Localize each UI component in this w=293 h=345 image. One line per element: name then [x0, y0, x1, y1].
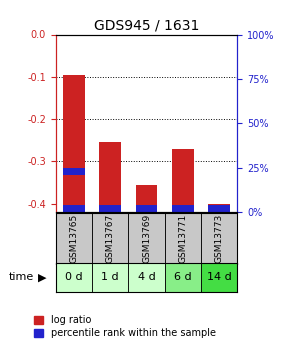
Bar — [63, 205, 85, 212]
Text: 6 d: 6 d — [174, 273, 192, 282]
Bar — [56, 263, 92, 292]
Text: 1 d: 1 d — [101, 273, 119, 282]
Text: GSM13771: GSM13771 — [178, 214, 187, 263]
Bar — [172, 209, 194, 216]
Bar — [208, 210, 230, 218]
Text: GSM13769: GSM13769 — [142, 214, 151, 263]
Bar — [165, 263, 201, 292]
Text: GSM13773: GSM13773 — [215, 214, 224, 263]
Bar — [63, 75, 85, 212]
Bar — [99, 142, 121, 212]
Bar — [63, 168, 85, 175]
Text: GSM13767: GSM13767 — [106, 214, 115, 263]
Text: 14 d: 14 d — [207, 273, 231, 282]
Bar — [201, 263, 237, 292]
Bar — [92, 213, 128, 264]
Text: time: time — [9, 273, 34, 282]
Bar — [201, 213, 237, 264]
Bar — [136, 185, 157, 212]
Bar — [99, 209, 121, 216]
Bar — [56, 213, 92, 264]
Bar — [99, 205, 121, 212]
Text: GSM13765: GSM13765 — [69, 214, 78, 263]
Bar — [136, 205, 157, 212]
Bar — [172, 205, 194, 212]
Text: GDS945 / 1631: GDS945 / 1631 — [94, 19, 199, 33]
Text: 0 d: 0 d — [65, 273, 83, 282]
Bar — [172, 149, 194, 212]
Bar — [128, 263, 165, 292]
Bar — [165, 213, 201, 264]
Text: 4 d: 4 d — [138, 273, 155, 282]
Bar — [128, 213, 165, 264]
Legend: log ratio, percentile rank within the sample: log ratio, percentile rank within the sa… — [34, 315, 216, 338]
Bar — [208, 205, 230, 212]
Bar — [136, 207, 157, 215]
Bar — [208, 204, 230, 212]
Bar — [92, 263, 128, 292]
Text: ▶: ▶ — [38, 273, 47, 282]
